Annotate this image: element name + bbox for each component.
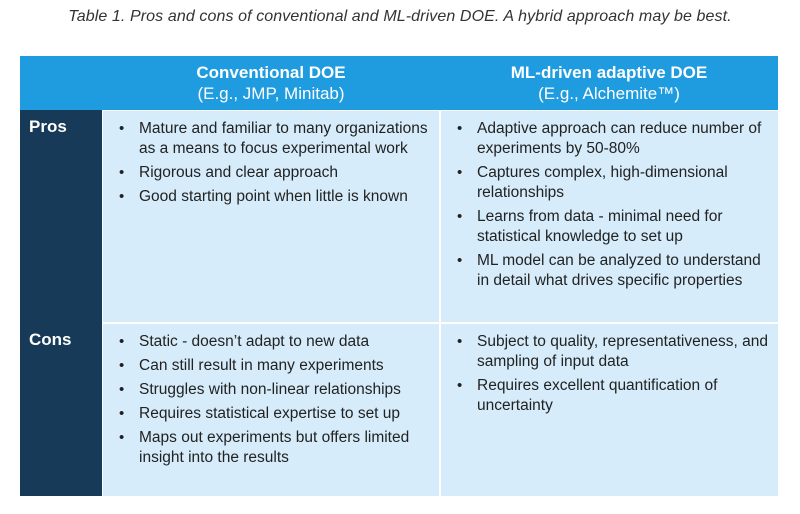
cell-pros-ml: • Adaptive approach can reduce number of …	[441, 111, 778, 322]
bullet-icon: •	[457, 377, 463, 394]
row-label-cons: Cons	[29, 330, 72, 349]
cell-cons-conventional: • Static - doesn’t adapt to new data • Can…	[103, 324, 439, 496]
list-item: • Subject to quality, representativeness,…	[457, 333, 768, 370]
bullet-list: • Adaptive approach can reduce number of …	[451, 119, 770, 291]
comparison-table: Conventional DOE (E.g., JMP, Minitab) ML…	[20, 56, 778, 496]
list-item: • Mature and familiar to many organizatio…	[119, 120, 428, 157]
bullet-list: • Static - doesn’t adapt to new data • Can…	[113, 332, 431, 468]
bullet-icon: •	[457, 208, 463, 225]
list-item: • Maps out experiments but offers limited…	[119, 429, 410, 466]
bullet-list: • Subject to quality, representativeness,…	[451, 332, 770, 416]
bullet-list: • Mature and familiar to many organizatio…	[113, 119, 431, 207]
cell-pros-conventional: • Mature and familiar to many organizatio…	[103, 111, 439, 322]
column-header-ml: ML-driven adaptive DOE (E.g., Alchemite™…	[440, 56, 778, 110]
list-item: • Adaptive approach can reduce number of …	[457, 120, 762, 157]
row-label-pros: Pros	[29, 117, 67, 136]
bullet-icon: •	[119, 357, 125, 374]
list-item: • Can still result in many experiments	[119, 357, 384, 374]
column-title: Conventional DOE	[196, 63, 346, 82]
list-item: • Rigorous and clear approach	[119, 164, 339, 181]
bullet-icon: •	[119, 333, 125, 350]
list-item: • Static - doesn’t adapt to new data	[119, 333, 370, 350]
list-item: • Learns from data - minimal need for sta…	[457, 208, 723, 245]
column-subtitle: (E.g., Alchemite™)	[538, 84, 680, 103]
bullet-icon: •	[119, 120, 125, 137]
bullet-icon: •	[457, 333, 463, 350]
list-item: • Good starting point when little is know…	[119, 188, 408, 205]
bullet-icon: •	[457, 164, 463, 181]
table-header-row: Conventional DOE (E.g., JMP, Minitab) ML…	[20, 56, 778, 110]
bullet-icon: •	[119, 429, 125, 446]
list-item: • Struggles with non-linear relationships	[119, 381, 401, 398]
row-label-column: Pros Cons	[20, 110, 102, 496]
bullet-icon: •	[457, 252, 463, 269]
list-item: • ML model can be analyzed to understand …	[457, 252, 761, 289]
bullet-icon: •	[119, 405, 125, 422]
bullet-icon: •	[457, 120, 463, 137]
cell-cons-ml: • Subject to quality, representativeness,…	[441, 324, 778, 496]
list-item: • Requires statistical expertise to set u…	[119, 405, 401, 422]
column-header-conventional: Conventional DOE (E.g., JMP, Minitab)	[102, 56, 440, 110]
table-caption: Table 1. Pros and cons of conventional a…	[68, 8, 732, 25]
column-subtitle: (E.g., JMP, Minitab)	[197, 84, 345, 103]
bullet-icon: •	[119, 381, 125, 398]
list-item: • Requires excellent quantification of un…	[457, 377, 718, 414]
bullet-icon: •	[119, 188, 125, 205]
column-title: ML-driven adaptive DOE	[510, 63, 708, 82]
list-item: • Captures complex, high-dimensional rela…	[457, 164, 728, 201]
bullet-icon: •	[119, 164, 125, 181]
